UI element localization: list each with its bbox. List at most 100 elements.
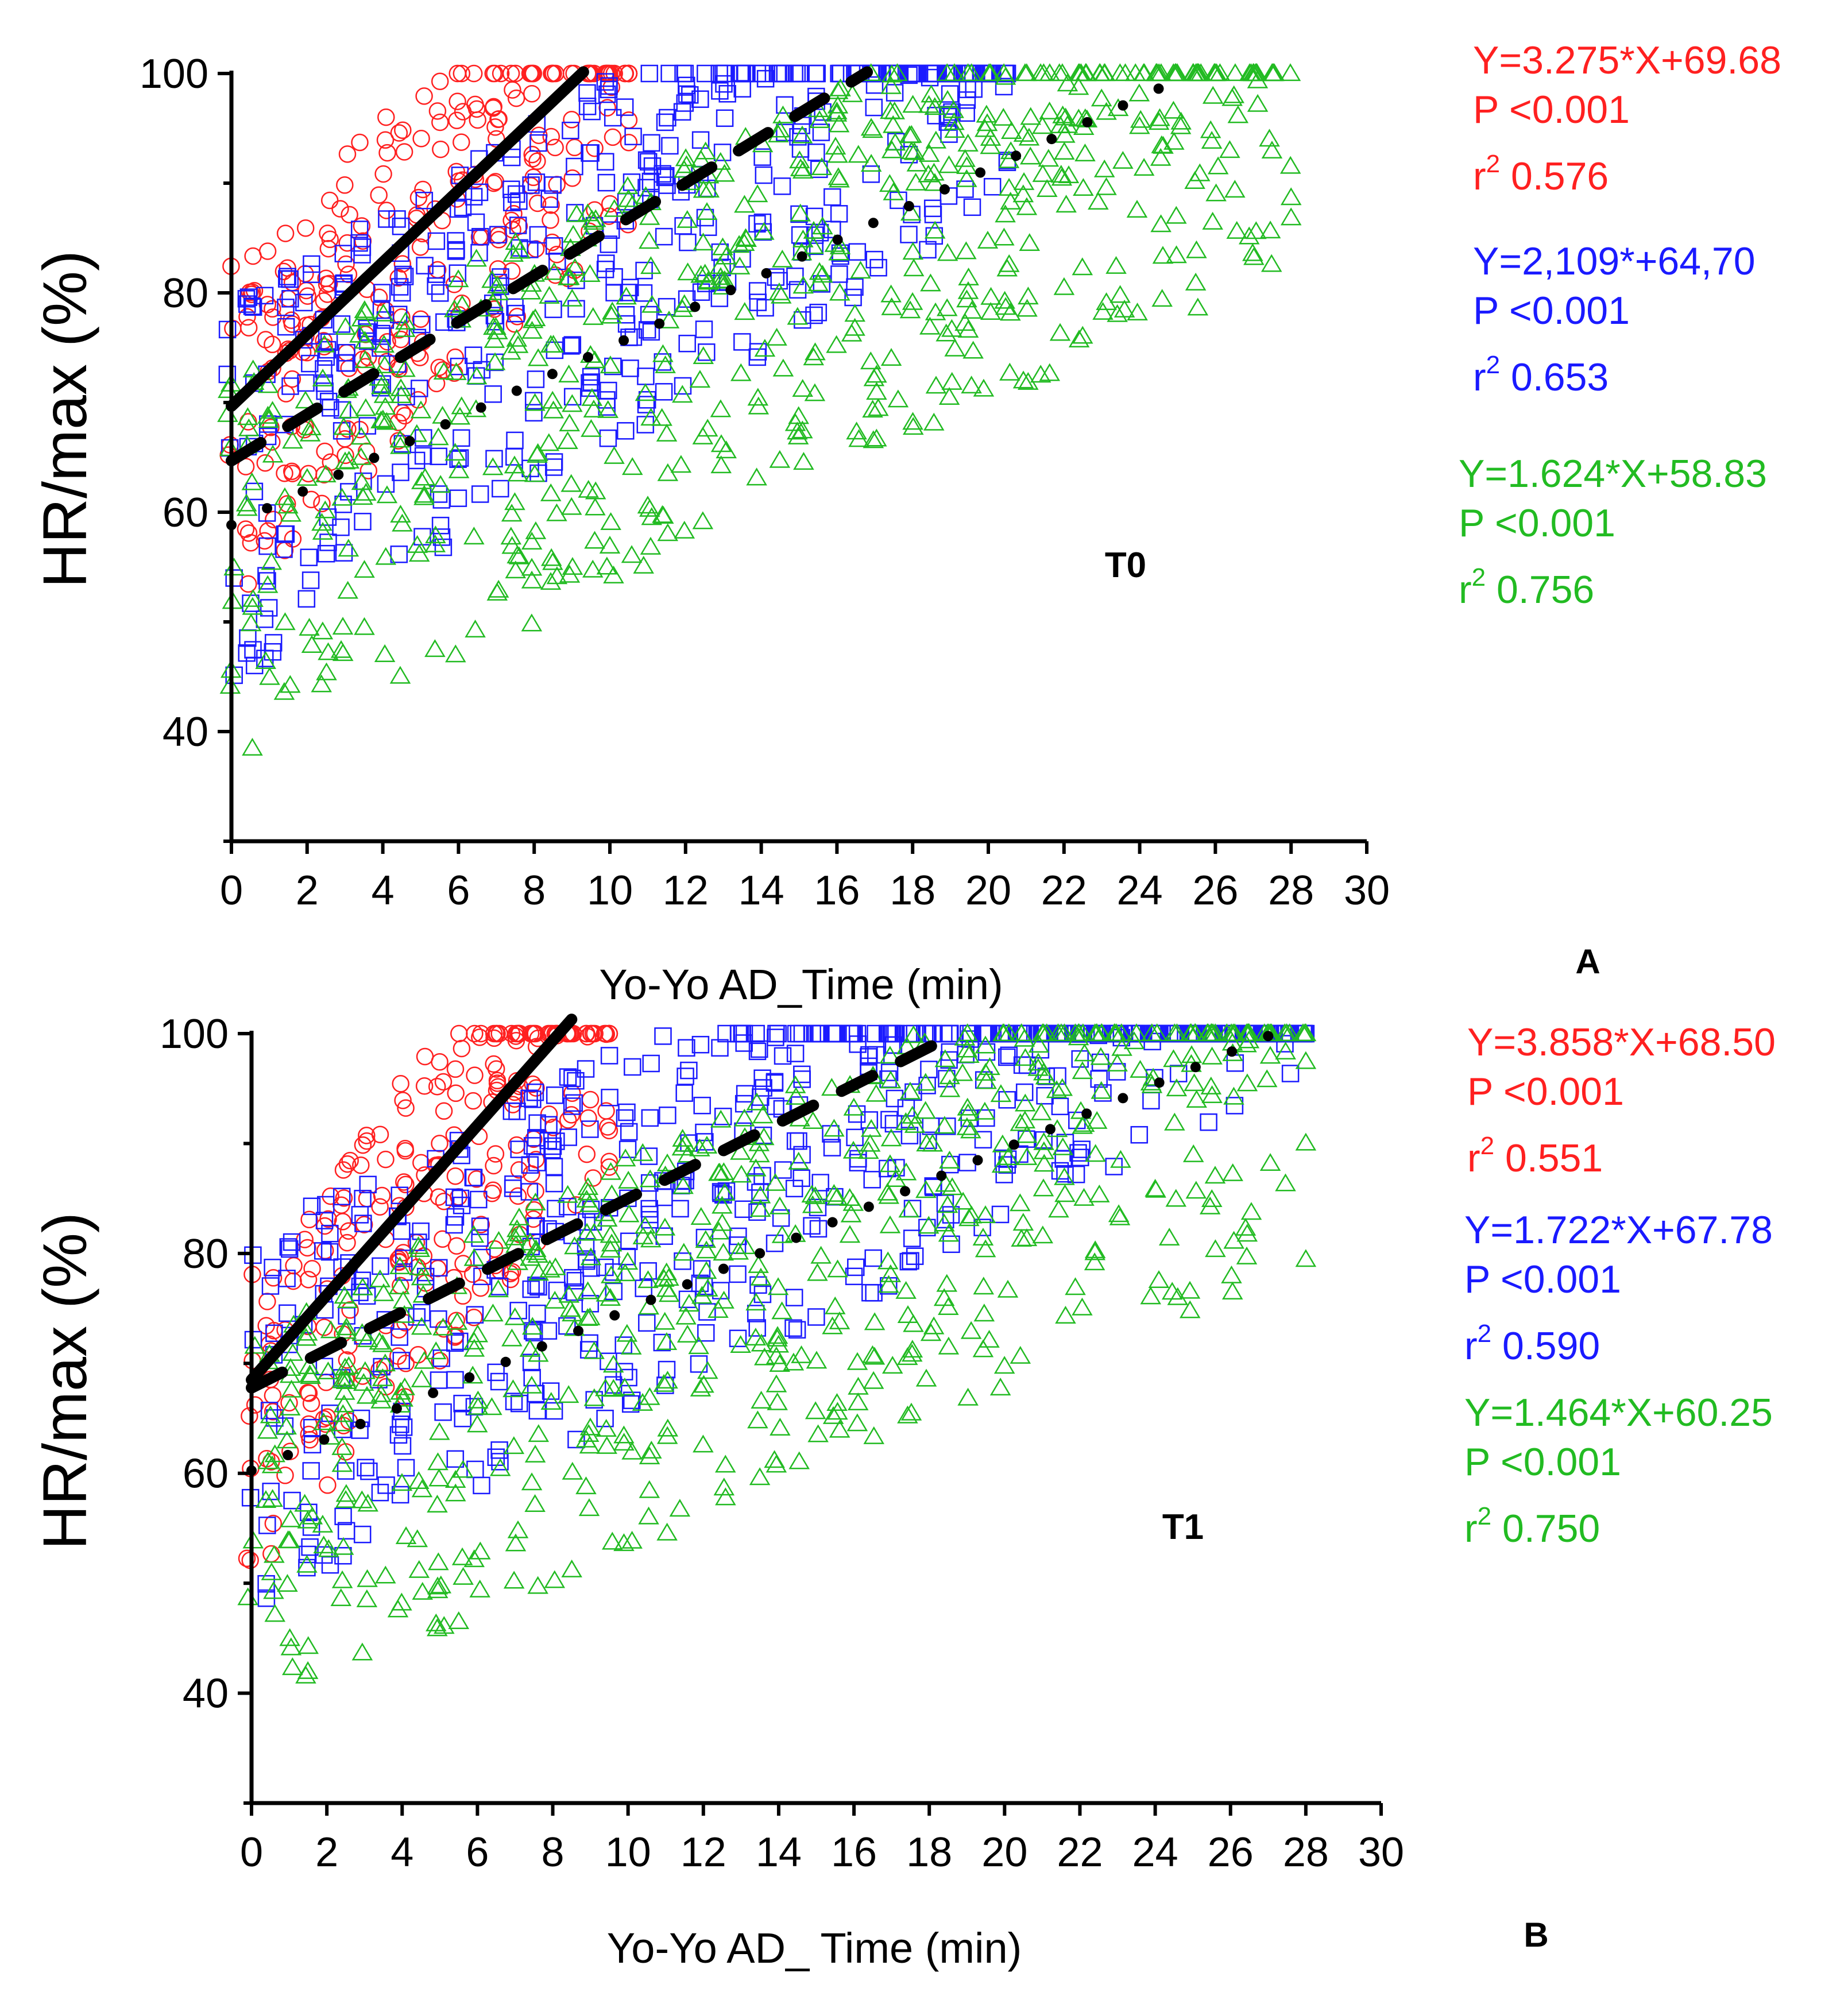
blue-square-point (640, 1200, 658, 1218)
green-triangle-point (559, 413, 580, 432)
green-triangle-point (445, 644, 466, 663)
blue-square-point (566, 157, 583, 176)
red-circle-point (542, 127, 560, 146)
fit-dot (725, 285, 736, 296)
green-triangle-point (656, 1522, 678, 1541)
green-triangle-point (784, 1075, 806, 1093)
green-triangle-point (466, 1414, 488, 1433)
green-triangle-point (1039, 101, 1060, 119)
blue-square-point (470, 183, 489, 202)
green-triangle-point (1073, 1188, 1095, 1206)
green-triangle-point (391, 1592, 412, 1611)
green-triangle-point (504, 455, 525, 474)
fit-line-dotted (226, 83, 1164, 531)
blue-square-point (600, 1047, 618, 1065)
blue-square-point (360, 1462, 378, 1480)
red-circle-point (485, 1055, 502, 1073)
red-circle-point (358, 1127, 376, 1144)
green-triangle-point (620, 1336, 642, 1355)
red-circle-point (358, 1132, 376, 1150)
red-circle-point (416, 1274, 435, 1292)
green-triangle-point (895, 1281, 917, 1299)
green-triangle-point (882, 1356, 903, 1374)
fit-dot (369, 452, 380, 463)
blue-square-point (529, 1278, 547, 1296)
green-triangle-point (505, 1533, 527, 1552)
red-circle-point (449, 64, 466, 83)
blue-square-point (566, 1272, 585, 1290)
blue-square-point (338, 354, 355, 372)
green-triangle-point (821, 1078, 842, 1096)
green-triangle-point (487, 321, 508, 339)
green-triangle-point (390, 378, 412, 396)
r-squared: r2 0.750 (1464, 1502, 1600, 1550)
green-triangle-point (1202, 211, 1223, 230)
fit-line-dotted (246, 1031, 1274, 1476)
green-triangle-point (1039, 63, 1061, 82)
blue-square-point (596, 260, 614, 279)
green-triangle-point (539, 1259, 560, 1278)
green-triangle-point (276, 1417, 297, 1435)
red-circle-point (446, 1328, 464, 1346)
green-triangle-point (692, 426, 714, 444)
blue-square-point (748, 215, 766, 233)
green-triangle-point (280, 1357, 301, 1376)
green-triangle-point (860, 351, 882, 370)
green-triangle-point (922, 1134, 944, 1152)
green-triangle-point (466, 366, 488, 385)
green-triangle-point (354, 560, 375, 578)
green-triangle-point (632, 1226, 654, 1244)
green-triangle-point (638, 1506, 659, 1525)
green-triangle-point (944, 112, 965, 130)
green-triangle-point (1019, 233, 1041, 252)
green-triangle-point (331, 1570, 353, 1588)
green-triangle-point (374, 1353, 396, 1372)
green-triangle-point (524, 1494, 546, 1512)
green-triangle-point (546, 503, 567, 521)
blue-square-point (803, 1217, 821, 1235)
green-triangle-point (862, 1345, 883, 1363)
blue-square-point (334, 1507, 352, 1526)
blue-square-point (716, 109, 734, 127)
red-circle-point (334, 1213, 352, 1231)
green-triangle-point (582, 559, 604, 578)
green-triangle-point (390, 504, 411, 523)
blue-square-point (661, 137, 679, 155)
blue-square-point (865, 76, 884, 94)
red-circle-point (241, 1407, 258, 1425)
blue-square-point (547, 1132, 565, 1150)
green-triangle-point (502, 243, 524, 262)
green-triangle-point (599, 536, 621, 554)
green-triangle-point (444, 1483, 466, 1502)
fit-line-solid (246, 1014, 578, 1386)
blue-square-point (844, 288, 862, 307)
blue-square-point (974, 1131, 992, 1149)
green-triangle-point (787, 307, 809, 325)
blue-square-point (278, 270, 296, 288)
green-triangle-point (613, 1425, 635, 1444)
red-circle-point (542, 196, 560, 214)
blue-square-point (643, 134, 660, 152)
blue-square-point (596, 1409, 614, 1428)
green-triangle-point (1259, 1153, 1281, 1171)
green-triangle-point (617, 1170, 639, 1189)
red-circle-point (335, 1189, 353, 1207)
green-triangle-point (1223, 1086, 1244, 1105)
blue-square-point (314, 1242, 332, 1260)
green-triangle-point (791, 1345, 812, 1363)
blue-square-point (811, 223, 829, 242)
blue-square-point (585, 1391, 603, 1409)
blue-square-point (617, 315, 636, 333)
green-triangle-point (300, 1366, 321, 1384)
green-triangle-point (956, 156, 977, 175)
green-triangle-point (745, 1158, 767, 1177)
red-circle-point (341, 1301, 359, 1319)
red-circle-point (239, 575, 257, 593)
blue-square-point (867, 1024, 884, 1043)
green-triangle-point (824, 1119, 845, 1137)
blue-square-point (372, 1257, 389, 1275)
green-triangle-point (1261, 254, 1282, 272)
green-triangle-point (992, 1023, 1014, 1042)
fit-dot (464, 1372, 475, 1383)
blue-square-point (545, 1158, 563, 1176)
